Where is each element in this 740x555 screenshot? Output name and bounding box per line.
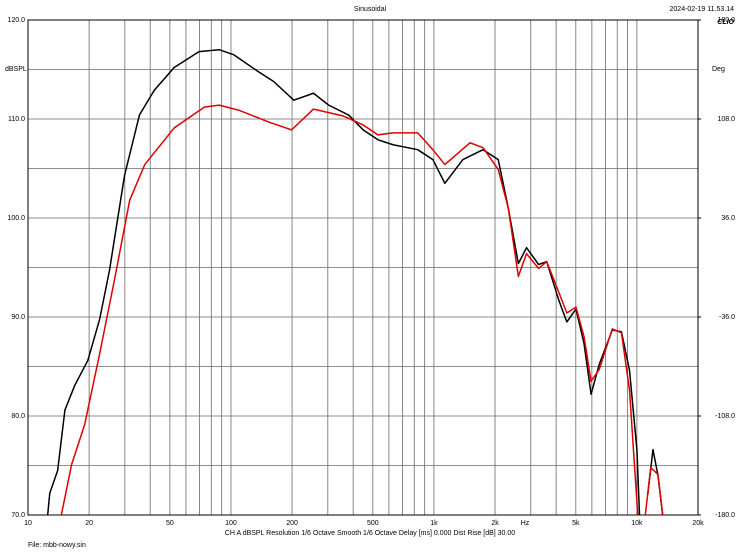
y2-axis-label: Deg — [712, 66, 725, 73]
y-tick-label: 100.0 — [7, 215, 25, 222]
y2-tick-label: -180.0 — [715, 512, 735, 519]
x-tick-label: 50 — [166, 520, 174, 527]
x-tick-label: 5k — [572, 520, 580, 527]
chart-title: Sinusoidal — [354, 6, 387, 13]
x-tick-label: 10k — [631, 520, 643, 527]
timestamp: 2024-02-19 11.53.14 — [670, 6, 735, 13]
x-tick-label: 2k — [491, 520, 499, 527]
y2-tick-label: 36.0 — [721, 215, 735, 222]
x-tick-label: 500 — [367, 520, 379, 527]
y2-tick-label: 180.0 — [717, 17, 735, 24]
logo: CLIO — [717, 19, 734, 26]
x-tick-label: 20 — [85, 520, 93, 527]
y2-tick-label: -36.0 — [719, 314, 735, 321]
x-tick-label: 20k — [692, 520, 704, 527]
y-tick-label: 70.0 — [11, 512, 25, 519]
data-line — [60, 104, 664, 516]
plot-frame — [27, 19, 699, 516]
file-name: File: mbb-nowy.sin — [28, 542, 86, 549]
x-tick-label: 200 — [286, 520, 298, 527]
x-axis-label: Hz — [521, 520, 530, 527]
y2-tick-label: -108.0 — [715, 413, 735, 420]
y-tick-label: 80.0 — [11, 413, 25, 420]
y-axis-label: dBSPL — [5, 66, 27, 73]
y-tick-label: 110.0 — [8, 116, 25, 123]
footer: CH A dBSPL Resolution 1/6 Octave Smooth … — [225, 530, 515, 537]
y-tick-label: 120.0 — [7, 17, 25, 24]
x-tick-label: 1k — [430, 520, 438, 527]
x-tick-label: 100 — [225, 520, 237, 527]
y-tick-label: 90.0 — [11, 314, 25, 321]
y2-tick-label: 108.0 — [717, 116, 735, 123]
x-tick-label: 10 — [24, 520, 32, 527]
